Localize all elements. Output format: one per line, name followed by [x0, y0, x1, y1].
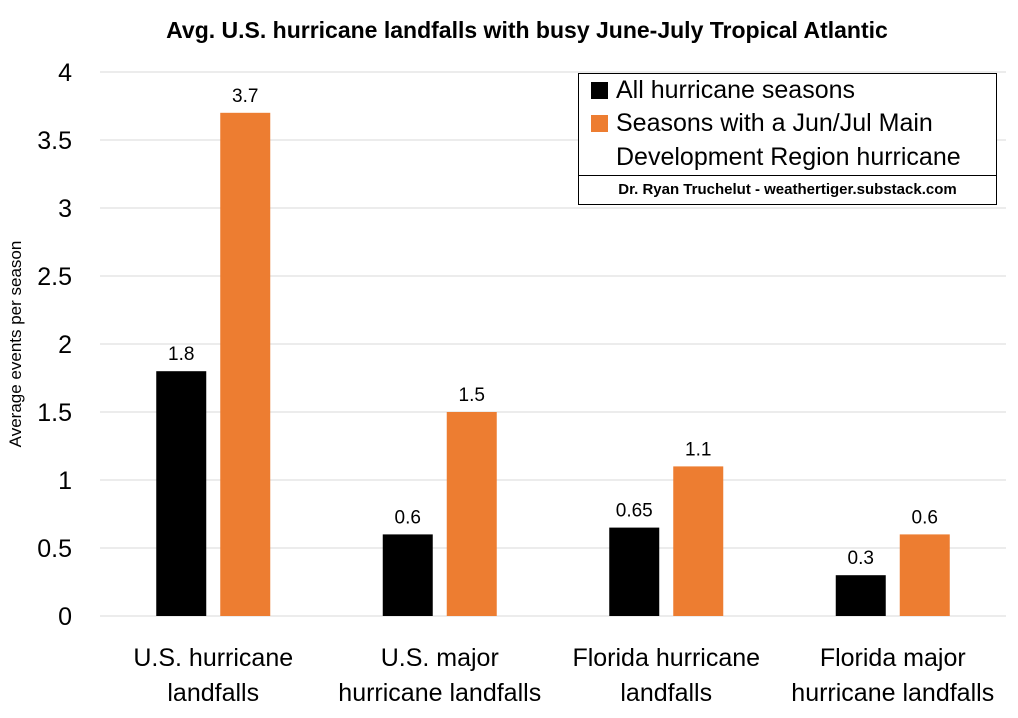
y-tick-label: 3.5	[37, 127, 72, 155]
data-label: 1.5	[459, 385, 485, 406]
x-category-label: landfalls	[167, 679, 259, 707]
y-tick-label: 3	[58, 195, 72, 223]
data-label: 1.1	[685, 439, 711, 460]
legend: All hurricane seasons Seasons with a Jun…	[578, 73, 997, 177]
data-label: 0.6	[395, 507, 421, 528]
x-category-label: U.S. major	[381, 644, 499, 672]
bar-all-seasons	[382, 534, 433, 616]
legend-label-line1: Seasons with a Jun/Jul Main	[616, 109, 933, 137]
data-label: 0.65	[616, 501, 653, 522]
y-axis-label: Average events per season	[6, 241, 25, 448]
y-tick-label: 2.5	[37, 263, 72, 291]
data-label: 0.6	[912, 507, 938, 528]
x-category-label: Florida major	[820, 644, 966, 672]
x-category-label: U.S. hurricane	[133, 644, 293, 672]
y-tick-label: 0	[58, 603, 72, 631]
chart-title: Avg. U.S. hurricane landfalls with busy …	[166, 17, 888, 43]
x-category-label: hurricane landfalls	[791, 679, 994, 707]
legend-item-all-seasons: All hurricane seasons	[591, 76, 855, 105]
legend-item-mdr-seasons: Seasons with a Jun/Jul Main	[591, 109, 933, 138]
legend-label: All hurricane seasons	[616, 76, 856, 104]
bar-mdr-seasons	[673, 466, 724, 616]
x-category-label: Florida hurricane	[572, 644, 760, 672]
bar-all-seasons	[609, 527, 660, 616]
data-label: 0.3	[848, 548, 874, 569]
data-label: 1.8	[168, 344, 194, 365]
bar-mdr-seasons	[446, 412, 497, 616]
x-category-label: landfalls	[620, 679, 712, 707]
y-tick-label: 1.5	[37, 399, 72, 427]
bar-mdr-seasons	[220, 112, 271, 617]
y-tick-label: 4	[58, 59, 72, 87]
legend-item-mdr-seasons-line2: Development Region hurricane	[616, 143, 961, 172]
x-category-label: hurricane landfalls	[338, 679, 541, 707]
bar-all-seasons	[156, 371, 207, 616]
bar-mdr-seasons	[899, 534, 950, 616]
bar-all-seasons	[835, 575, 886, 616]
legend-swatch-orange	[591, 115, 608, 132]
y-tick-label: 2	[58, 331, 72, 359]
legend-swatch-black	[591, 82, 608, 99]
data-label: 3.7	[232, 86, 258, 107]
credit-text: Dr. Ryan Truchelut - weathertiger.substa…	[578, 175, 997, 205]
y-tick-label: 0.5	[37, 535, 72, 563]
y-tick-label: 1	[58, 467, 72, 495]
legend-label-line2: Development Region hurricane	[616, 143, 961, 171]
